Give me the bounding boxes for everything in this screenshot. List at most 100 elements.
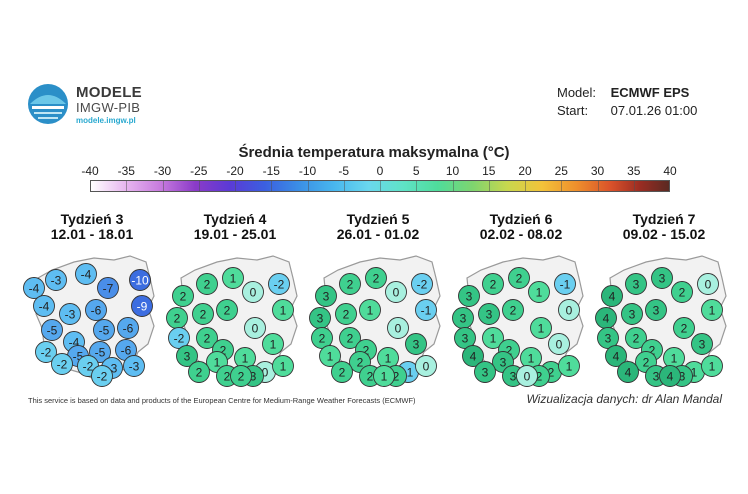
station-value: 3 [629, 308, 636, 322]
station-value: 3 [486, 308, 493, 322]
station-circle [196, 273, 218, 295]
station-circle [75, 263, 97, 285]
station-circle [701, 355, 723, 377]
station-value: 3 [413, 338, 420, 352]
station-value: -2 [57, 358, 68, 372]
station-marker: 1 [701, 299, 723, 321]
station-circle [554, 273, 576, 295]
panel-title: Tydzień 3 12.01 - 18.01 [22, 212, 162, 242]
station-value: 0 [556, 338, 563, 352]
station-circle [411, 273, 433, 295]
station-marker: -2 [51, 353, 73, 375]
station-circle [131, 295, 153, 317]
station-marker: 3 [621, 303, 643, 325]
station-marker: 2 [196, 327, 218, 349]
station-circle [697, 273, 719, 295]
station-value: 3 [679, 370, 686, 384]
colorbar-tick-label: 20 [518, 164, 532, 178]
brand-logo: MODELE IMGW-PIB modele.imgw.pl [26, 80, 156, 128]
station-marker: 3 [309, 307, 331, 329]
station-value: 4 [609, 290, 616, 304]
model-value: ECMWF EPS [610, 85, 690, 100]
station-value: -4 [69, 336, 80, 350]
station-circle [315, 285, 337, 307]
station-marker: -7 [97, 277, 119, 299]
station-value: 2 [516, 272, 523, 286]
station-marker: 1 [262, 333, 284, 355]
station-marker: 2 [172, 285, 194, 307]
colorbar-divider [525, 180, 526, 192]
colorbar-divider [633, 180, 635, 192]
station-circle [117, 317, 139, 339]
panel-date-range: 09.02 - 15.02 [622, 226, 706, 242]
model-label: Model: [557, 85, 597, 100]
station-marker: 4 [462, 345, 484, 367]
station-value: 2 [204, 332, 211, 346]
station-value: 2 [679, 286, 686, 300]
station-circle [548, 333, 570, 355]
station-marker: 2 [230, 365, 252, 387]
panel-week-label: Tydzień 3 [60, 211, 124, 227]
station-value: 1 [280, 304, 287, 318]
station-value: 2 [506, 344, 513, 358]
station-value: 2 [363, 344, 370, 358]
station-value: -5 [47, 324, 58, 338]
station-value: 4 [625, 366, 632, 380]
brand-url[interactable]: modele.imgw.pl [76, 116, 136, 125]
station-marker: 2 [335, 303, 357, 325]
station-marker: 2 [311, 327, 333, 349]
colorbar-tick-label: -25 [190, 164, 208, 178]
station-circle [673, 317, 695, 339]
colorbar-tick-label: 35 [627, 164, 641, 178]
station-circle [172, 285, 194, 307]
station-circle [242, 281, 264, 303]
station-circle [168, 327, 190, 349]
station-value: -4 [29, 282, 40, 296]
station-marker: -10 [129, 269, 151, 291]
station-circle [335, 303, 357, 325]
station-marker: 1 [222, 267, 244, 289]
station-marker: 0 [516, 365, 538, 387]
imgw-logo-icon [28, 84, 68, 124]
station-circle [502, 299, 524, 321]
station-value: 2 [393, 370, 400, 384]
station-value: 2 [347, 332, 354, 346]
station-value: 2 [347, 278, 354, 292]
station-value: 2 [633, 332, 640, 346]
station-marker: -2 [91, 365, 113, 387]
station-marker: 2 [192, 303, 214, 325]
station-value: 2 [536, 370, 543, 384]
station-marker: 3 [645, 299, 667, 321]
station-value: 2 [204, 278, 211, 292]
station-marker: -2 [168, 327, 190, 349]
station-circle [508, 267, 530, 289]
station-value: 1 [367, 304, 374, 318]
station-circle [617, 361, 639, 383]
station-marker: 3 [651, 267, 673, 289]
station-value: -2 [417, 278, 428, 292]
station-value: 3 [462, 332, 469, 346]
station-marker: 2 [482, 273, 504, 295]
station-circle [216, 299, 238, 321]
station-value: -9 [137, 300, 148, 314]
station-marker: 3 [691, 333, 713, 355]
station-value: -2 [97, 370, 108, 384]
station-value: -7 [103, 282, 114, 296]
station-marker: -5 [93, 319, 115, 341]
station-value: 2 [339, 366, 346, 380]
station-value: 2 [220, 344, 227, 358]
station-value: 1 [327, 350, 334, 364]
station-circle [482, 327, 504, 349]
station-value: 3 [250, 370, 257, 384]
panel-week-label: Tydzień 6 [489, 211, 553, 227]
station-value: 3 [605, 332, 612, 346]
station-value: -2 [174, 332, 185, 346]
colorbar-divider [561, 180, 563, 192]
station-marker: 1 [272, 355, 294, 377]
station-value: 2 [319, 332, 326, 346]
station-marker: 2 [331, 361, 353, 383]
colorbar-divider [452, 180, 454, 192]
station-value: 4 [667, 370, 674, 384]
station-circle [91, 365, 113, 387]
station-marker: 3 [452, 307, 474, 329]
